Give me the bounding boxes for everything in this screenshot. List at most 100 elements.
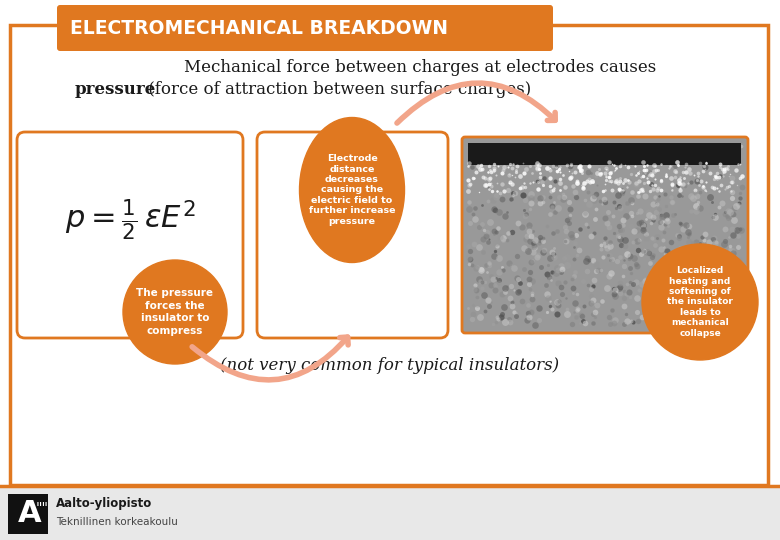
Point xyxy=(726,292,739,300)
Point xyxy=(609,164,622,172)
Point xyxy=(528,242,541,251)
Point xyxy=(733,173,746,182)
Text: Teknillinen korkeakoulu: Teknillinen korkeakoulu xyxy=(56,517,178,527)
Point xyxy=(560,309,573,318)
Point xyxy=(647,184,659,193)
Point xyxy=(732,264,744,272)
Point xyxy=(541,308,554,316)
Point xyxy=(614,203,626,212)
Point xyxy=(632,192,644,200)
Point xyxy=(510,312,523,321)
Point xyxy=(691,176,704,184)
Point xyxy=(619,212,632,220)
Point xyxy=(724,262,736,271)
Point xyxy=(534,263,547,272)
Point xyxy=(711,174,723,183)
Point xyxy=(723,307,736,316)
Point xyxy=(532,178,544,186)
Point xyxy=(549,268,562,277)
Point xyxy=(693,188,706,197)
Point xyxy=(490,239,502,247)
Point xyxy=(732,243,745,252)
Point xyxy=(630,261,643,270)
Point xyxy=(641,178,654,186)
Point xyxy=(648,162,661,171)
Point xyxy=(622,289,634,298)
Point xyxy=(722,172,735,181)
Point xyxy=(674,253,686,262)
Point xyxy=(583,178,596,186)
Point xyxy=(679,221,692,230)
Point xyxy=(708,184,721,192)
Point xyxy=(651,233,663,242)
Point xyxy=(525,193,537,202)
Point xyxy=(491,313,503,321)
Point xyxy=(650,208,662,217)
Point xyxy=(601,166,614,175)
Point xyxy=(604,256,616,265)
Point xyxy=(564,161,576,170)
Point xyxy=(676,191,689,200)
Point xyxy=(605,145,618,154)
Point xyxy=(489,206,502,214)
Point xyxy=(725,193,738,202)
Point xyxy=(603,158,615,167)
Point xyxy=(466,261,479,269)
Point xyxy=(597,195,610,204)
Point xyxy=(725,178,737,186)
Point xyxy=(491,187,504,196)
Point xyxy=(665,255,677,264)
Point xyxy=(518,206,530,215)
Point xyxy=(554,179,566,188)
Point xyxy=(601,244,613,253)
Point xyxy=(640,215,653,224)
Point xyxy=(561,260,573,269)
Point xyxy=(685,192,697,200)
FancyBboxPatch shape xyxy=(17,132,243,338)
Point xyxy=(463,158,476,167)
Point xyxy=(617,176,629,184)
Point xyxy=(585,292,597,300)
Point xyxy=(510,309,523,318)
Point xyxy=(638,168,651,177)
Text: Mechanical force between charges at electrodes causes: Mechanical force between charges at elec… xyxy=(184,59,656,77)
Point xyxy=(721,183,733,191)
Point xyxy=(724,242,736,251)
Point xyxy=(546,185,558,194)
Point xyxy=(728,216,740,225)
Point xyxy=(472,275,484,284)
Point xyxy=(653,192,665,200)
Point xyxy=(734,284,746,292)
FancyBboxPatch shape xyxy=(57,5,553,51)
Point xyxy=(646,181,658,190)
Point xyxy=(579,182,591,191)
Point xyxy=(546,305,558,313)
Point xyxy=(685,296,697,305)
Point xyxy=(547,250,559,259)
Point xyxy=(566,320,578,328)
Text: $p = \frac{1}{2}\,\varepsilon E^2$: $p = \frac{1}{2}\,\varepsilon E^2$ xyxy=(65,197,195,243)
Point xyxy=(608,152,620,160)
Point xyxy=(531,165,544,174)
Point xyxy=(598,186,611,195)
Point xyxy=(679,244,691,252)
Point xyxy=(506,302,519,310)
Point xyxy=(476,165,488,174)
Point xyxy=(660,211,672,219)
Point xyxy=(576,311,588,320)
Point xyxy=(569,167,582,176)
Point xyxy=(734,226,746,235)
Point xyxy=(546,203,558,212)
Point xyxy=(609,203,622,212)
Point xyxy=(697,181,709,190)
Point xyxy=(692,168,704,177)
Point xyxy=(614,282,626,291)
Point xyxy=(588,229,601,238)
Point xyxy=(658,227,670,236)
Point xyxy=(488,160,500,168)
Point xyxy=(622,176,634,185)
Point xyxy=(501,207,513,216)
Point xyxy=(477,173,489,182)
Point xyxy=(614,279,626,288)
Point xyxy=(609,292,622,300)
